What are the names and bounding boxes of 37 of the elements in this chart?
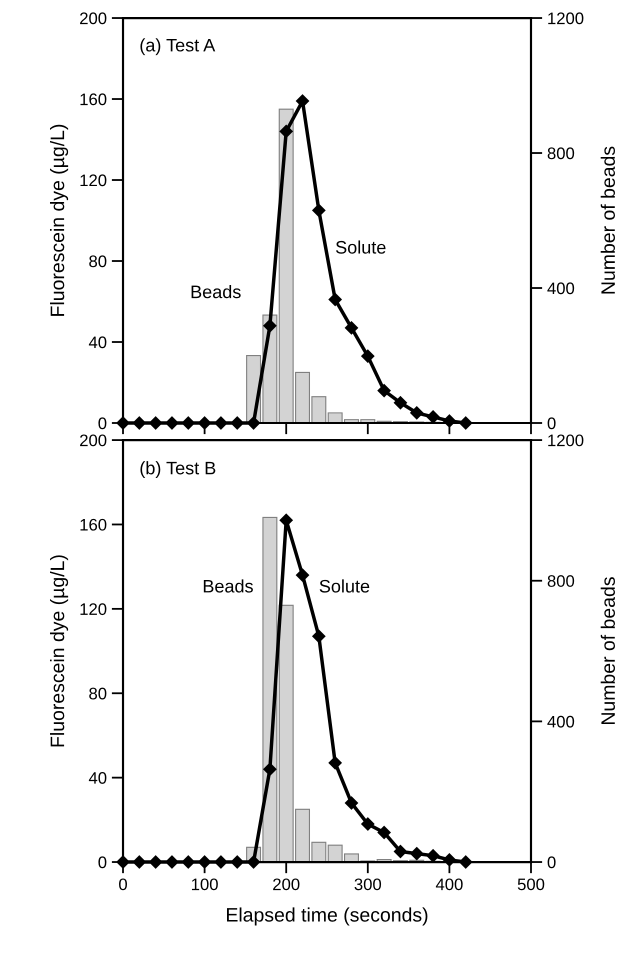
x-tick-label: 0: [119, 878, 127, 890]
x-tick-label: 300: [354, 878, 382, 890]
y2-tick-label: 1200: [548, 434, 584, 446]
y-tick-label: 200: [80, 434, 106, 446]
y2-tick-label: 1200: [548, 12, 584, 24]
y-tick-label: 0: [98, 417, 106, 430]
x-tick-label: 500: [518, 878, 544, 890]
text: (a) Test A: [140, 38, 216, 56]
y-tick-label: 120: [80, 174, 106, 186]
y2-tick-label: 400: [547, 716, 574, 728]
x-tick-label: 400: [436, 878, 463, 890]
y2-axis-title: Number of beads: [600, 146, 615, 294]
y-tick-label: 160: [80, 93, 106, 106]
y-tick-label: 80: [89, 255, 106, 268]
x-axis-title: Elapsed time (seconds): [227, 907, 428, 926]
series-label: Beads: [192, 284, 241, 298]
y-axis-title: Fluorescein dye (µg/L): [50, 124, 68, 316]
y-tick-label: 200: [80, 12, 106, 24]
y2-axis-title: Number of beads: [600, 577, 615, 724]
x-tick-label: 100: [192, 878, 218, 890]
y2-tick-label: 0: [548, 856, 556, 868]
y-tick-label: 80: [89, 688, 106, 700]
y-axis-title: Fluorescein dye (µg/L): [50, 555, 68, 746]
y2-tick-label: 0: [548, 417, 556, 430]
y-tick-label: 120: [80, 603, 106, 616]
y-tick-label: 40: [88, 336, 106, 348]
series-label: Solute: [336, 240, 386, 254]
x-tick-label: 200: [273, 878, 300, 890]
y2-tick-label: 800: [548, 147, 574, 160]
y-tick-label: 160: [80, 518, 106, 531]
text: (b) Test B: [140, 461, 216, 478]
series-label: Beads: [204, 579, 253, 593]
series-label: Solute: [320, 579, 370, 593]
y2-tick-label: 800: [548, 575, 574, 587]
y2-tick-label: 400: [547, 282, 574, 294]
y-tick-label: 0: [98, 856, 106, 868]
y-tick-label: 40: [88, 772, 106, 784]
